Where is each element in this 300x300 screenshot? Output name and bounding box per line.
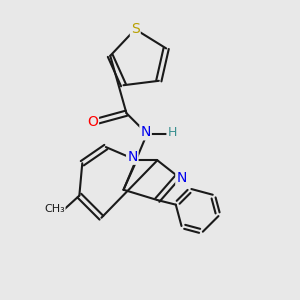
Text: O: O: [87, 115, 98, 129]
Text: N: N: [176, 171, 187, 185]
Text: CH₃: CH₃: [44, 204, 65, 214]
Text: N: N: [140, 125, 151, 139]
Text: N: N: [127, 150, 137, 164]
Text: H: H: [167, 126, 177, 139]
Text: S: S: [131, 22, 140, 36]
